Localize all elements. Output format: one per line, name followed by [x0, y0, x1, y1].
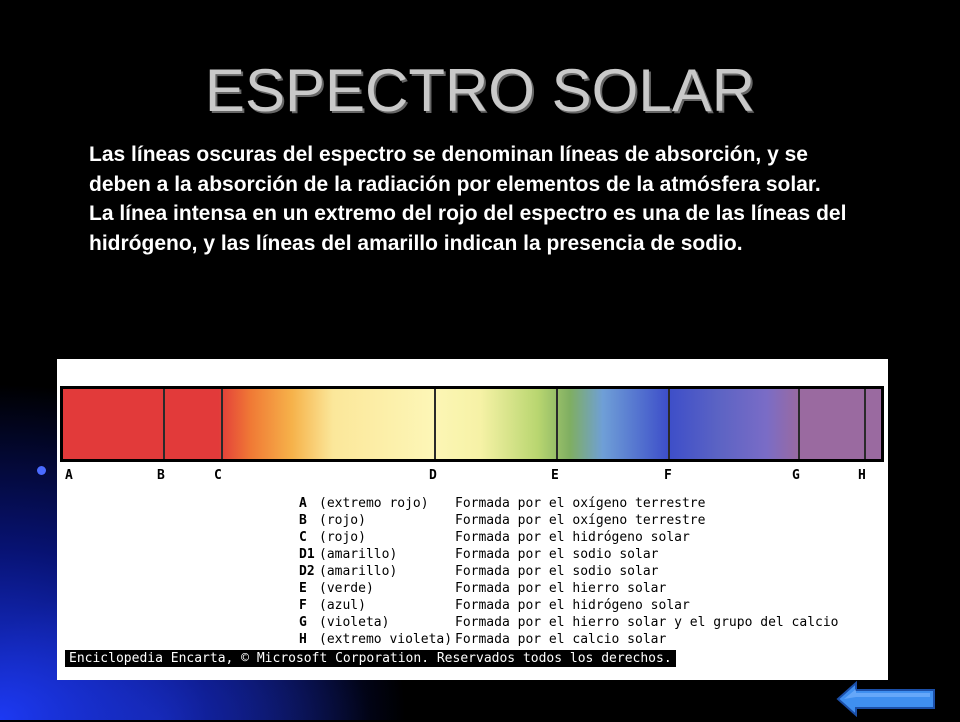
left-arrow-icon — [836, 680, 935, 718]
legend-desc: Formada por el hierro solar y el grupo d… — [455, 615, 839, 630]
line-b — [163, 389, 165, 459]
copyright-credit: Enciclopedia Encarta, © Microsoft Corpor… — [65, 650, 676, 667]
spectrum-legend: A (extremo rojo) Formada por el oxígeno te… — [299, 495, 839, 648]
spectrum-letter-e: E — [551, 468, 559, 483]
legend-name: (violeta) — [319, 615, 390, 630]
legend-row: G (violeta) Formada por el hierro solar y … — [299, 614, 839, 631]
legend-code: B — [299, 513, 307, 528]
spectrum-letter-f: F — [664, 468, 672, 483]
legend-name: (rojo) — [319, 530, 366, 545]
legend-row: F (azul) Formada por el hidrógeno solar — [299, 597, 839, 614]
legend-desc: Formada por el sodio solar — [455, 564, 659, 579]
solar-spectrum-band — [60, 386, 884, 462]
spectrum-letter-a: A — [65, 468, 73, 483]
legend-name: (verde) — [319, 581, 374, 596]
legend-code: F — [299, 598, 307, 613]
slide-paragraph: Las líneas oscuras del espectro se denom… — [89, 143, 847, 255]
legend-code: D2 — [299, 564, 315, 579]
legend-code: H — [299, 632, 307, 647]
legend-row: D2 (amarillo) Formada por el sodio solar — [299, 563, 839, 580]
legend-desc: Formada por el hierro solar — [455, 581, 667, 596]
legend-code: A — [299, 496, 307, 511]
back-button[interactable] — [836, 680, 936, 718]
legend-name: (amarillo) — [319, 564, 398, 579]
legend-row: H (extremo violeta) Formada por el calcio … — [299, 631, 839, 648]
line-e — [556, 389, 558, 459]
legend-name: (azul) — [319, 598, 366, 613]
legend-name: (extremo rojo) — [319, 496, 429, 511]
line-d — [434, 389, 436, 459]
spectrum-letter-g: G — [792, 468, 800, 483]
legend-code: C — [299, 530, 307, 545]
spectrum-letter-b: B — [157, 468, 165, 483]
legend-desc: Formada por el calcio solar — [455, 632, 667, 647]
line-g — [798, 389, 800, 459]
legend-row: C (rojo) Formada por el hidrógeno solar — [299, 529, 839, 546]
legend-desc: Formada por el sodio solar — [455, 547, 659, 562]
legend-desc: Formada por el oxígeno terrestre — [455, 513, 706, 528]
legend-row: B (rojo) Formada por el oxígeno terrestre — [299, 512, 839, 529]
legend-code: G — [299, 615, 307, 630]
legend-desc: Formada por el hidrógeno solar — [455, 530, 690, 545]
legend-name: (extremo violeta) — [319, 632, 453, 647]
legend-code: E — [299, 581, 307, 596]
spectrum-letter-c: C — [214, 468, 222, 483]
line-h — [864, 389, 866, 459]
legend-code: D1 — [299, 547, 315, 562]
legend-desc: Formada por el oxígeno terrestre — [455, 496, 706, 511]
legend-desc: Formada por el hidrógeno solar — [455, 598, 690, 613]
legend-row: E (verde) Formada por el hierro solar — [299, 580, 839, 597]
legend-name: (amarillo) — [319, 547, 398, 562]
spectrum-figure: A B C D E F G H A (extremo rojo) Formada p… — [57, 359, 888, 680]
spectrum-letter-d: D — [429, 468, 437, 483]
line-c — [221, 389, 223, 459]
spectrum-letter-h: H — [858, 468, 866, 483]
legend-name: (rojo) — [319, 513, 366, 528]
line-f — [668, 389, 670, 459]
legend-row: D1 (amarillo) Formada por el sodio solar — [299, 546, 839, 563]
slide-title: ESPECTRO SOLAR — [204, 57, 756, 124]
legend-row: A (extremo rojo) Formada por el oxígeno te… — [299, 495, 839, 512]
bullet-dot — [37, 466, 46, 475]
